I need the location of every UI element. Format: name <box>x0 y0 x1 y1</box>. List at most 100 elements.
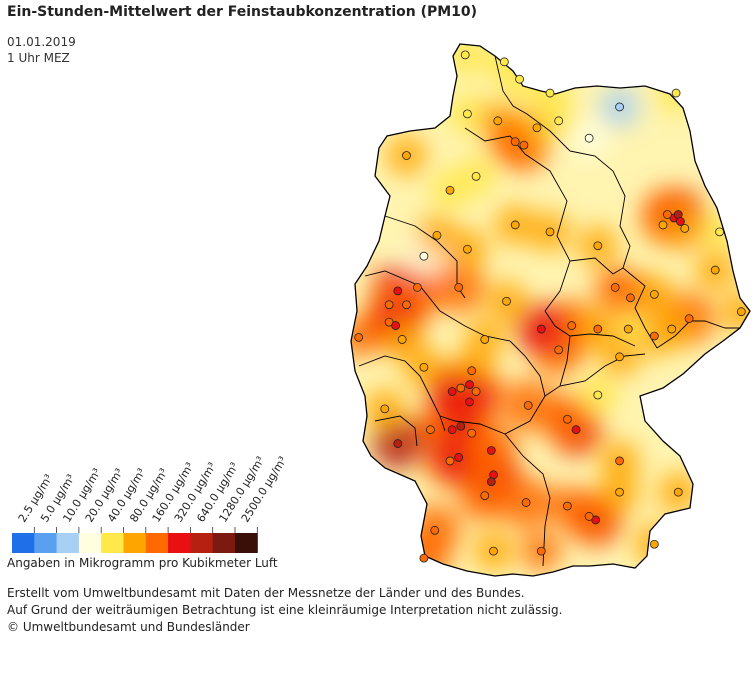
station-marker[interactable] <box>467 428 477 438</box>
station-marker[interactable] <box>393 286 403 296</box>
station-marker[interactable] <box>493 116 503 126</box>
station-marker[interactable] <box>515 74 524 84</box>
legend-swatch <box>235 533 258 553</box>
station-marker[interactable] <box>502 296 511 306</box>
station-marker[interactable] <box>486 477 496 487</box>
station-marker[interactable] <box>430 525 440 535</box>
station-marker[interactable] <box>649 539 659 549</box>
station-marker[interactable] <box>567 321 577 330</box>
station-marker[interactable] <box>680 224 690 233</box>
station-marker[interactable] <box>467 366 477 376</box>
legend-swatch <box>145 533 169 553</box>
station-marker[interactable] <box>462 244 472 254</box>
station-marker[interactable] <box>545 88 555 98</box>
station-marker[interactable] <box>419 362 429 372</box>
station-marker[interactable] <box>562 501 572 511</box>
station-marker[interactable] <box>454 283 464 292</box>
station-marker[interactable] <box>715 227 724 237</box>
footer-copyright: © Umweltbundesamt und Bundesländer <box>7 620 250 634</box>
station-marker[interactable] <box>610 283 620 292</box>
station-marker[interactable] <box>460 50 470 60</box>
station-marker[interactable] <box>486 446 496 455</box>
station-marker[interactable] <box>462 109 472 119</box>
station-marker[interactable] <box>454 453 464 462</box>
station-marker[interactable] <box>447 387 457 396</box>
station-marker[interactable] <box>397 335 407 344</box>
station-marker[interactable] <box>489 546 498 556</box>
station-marker[interactable] <box>649 331 659 341</box>
station-marker[interactable] <box>393 439 403 448</box>
station-marker[interactable] <box>676 217 685 226</box>
station-marker[interactable] <box>626 293 635 303</box>
station-marker[interactable] <box>562 414 572 424</box>
legend-swatch <box>212 533 236 553</box>
station-marker[interactable] <box>402 151 411 160</box>
legend-swatch <box>78 533 102 553</box>
station-marker[interactable] <box>465 380 474 389</box>
station-marker[interactable] <box>445 456 455 466</box>
legend-swatch <box>168 533 191 553</box>
station-marker[interactable] <box>447 425 457 435</box>
legend-swatch <box>12 533 35 553</box>
map-title: Ein-Stunden-Mittelwert der Feinstaubkonz… <box>7 4 478 20</box>
station-marker[interactable] <box>432 230 442 240</box>
station-marker[interactable] <box>402 300 411 310</box>
station-marker[interactable] <box>662 210 672 219</box>
station-marker[interactable] <box>623 324 633 334</box>
pm10-concentration-surface <box>351 44 750 576</box>
station-markers <box>354 50 746 563</box>
station-marker[interactable] <box>658 220 668 230</box>
station-marker[interactable] <box>536 324 546 334</box>
station-marker[interactable] <box>545 227 555 237</box>
station-marker[interactable] <box>426 425 435 435</box>
station-marker[interactable] <box>536 546 546 556</box>
station-marker[interactable] <box>510 220 520 230</box>
legend-swatch <box>34 533 58 553</box>
station-marker[interactable] <box>736 307 746 317</box>
station-marker[interactable] <box>471 171 481 181</box>
station-marker[interactable] <box>710 265 720 275</box>
station-marker[interactable] <box>523 400 533 410</box>
station-marker[interactable] <box>380 404 390 414</box>
station-marker[interactable] <box>412 283 422 292</box>
station-marker[interactable] <box>471 387 481 396</box>
station-marker[interactable] <box>456 421 466 431</box>
legend-swatch <box>190 533 214 553</box>
station-marker[interactable] <box>521 498 531 507</box>
station-marker[interactable] <box>554 345 564 355</box>
station-marker[interactable] <box>445 185 455 195</box>
station-marker[interactable] <box>571 425 581 435</box>
station-marker[interactable] <box>499 57 509 67</box>
station-marker[interactable] <box>684 314 694 324</box>
station-marker[interactable] <box>419 251 429 261</box>
station-marker[interactable] <box>615 456 624 466</box>
station-marker[interactable] <box>465 397 474 407</box>
station-marker[interactable] <box>615 352 624 362</box>
station-marker[interactable] <box>419 553 429 563</box>
station-marker[interactable] <box>615 487 624 497</box>
station-marker[interactable] <box>456 383 466 393</box>
station-marker[interactable] <box>593 390 603 400</box>
station-marker[interactable] <box>554 116 564 126</box>
station-marker[interactable] <box>384 300 394 310</box>
station-marker[interactable] <box>593 324 603 334</box>
station-marker[interactable] <box>649 289 659 299</box>
station-marker[interactable] <box>480 491 490 501</box>
station-marker[interactable] <box>615 102 624 112</box>
station-marker[interactable] <box>667 324 677 334</box>
station-marker[interactable] <box>510 137 520 147</box>
footer-disclaimer: Auf Grund der weiträumigen Betrachtung i… <box>7 603 563 617</box>
station-marker[interactable] <box>593 241 603 251</box>
station-marker[interactable] <box>584 512 594 521</box>
station-marker[interactable] <box>671 88 681 98</box>
station-marker[interactable] <box>584 133 594 143</box>
map-time: 1 Uhr MEZ <box>7 51 70 65</box>
station-marker[interactable] <box>519 140 529 150</box>
legend-swatch <box>56 533 80 553</box>
state-borders <box>358 55 740 567</box>
station-marker[interactable] <box>391 321 401 330</box>
station-marker[interactable] <box>532 123 542 133</box>
station-marker[interactable] <box>673 487 683 497</box>
station-marker[interactable] <box>480 335 490 344</box>
station-marker[interactable] <box>354 332 364 342</box>
